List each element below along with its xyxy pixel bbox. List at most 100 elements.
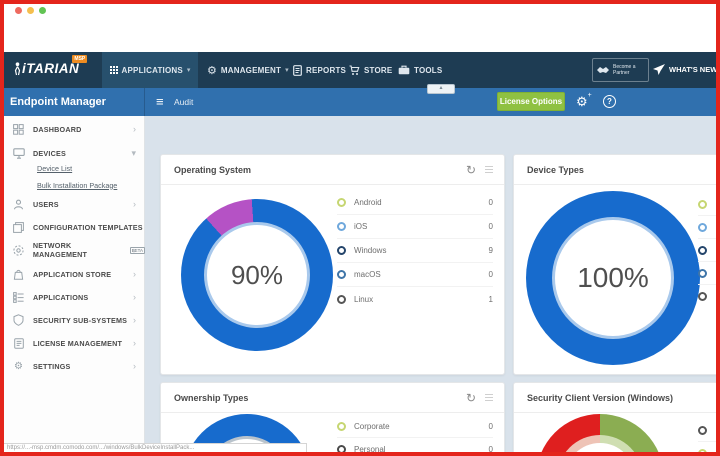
itarian-logo[interactable]: iTARIAN MSP (13, 55, 88, 76)
ownership-legend: Corporate 0 Personal 0 (337, 415, 493, 456)
android-marker-icon (337, 198, 346, 207)
app-store-icon (12, 269, 25, 280)
briefcase-icon (398, 65, 410, 75)
operating-system-donut-chart[interactable]: 90% (181, 199, 333, 351)
sidebar-link-device-list[interactable]: Device List (37, 163, 73, 173)
chevron-right-icon: › (133, 361, 136, 371)
license-icon (12, 337, 25, 349)
refresh-icon[interactable]: ↻ (465, 391, 476, 405)
donut-center-label: 90% (230, 259, 284, 290)
legend-item[interactable] (698, 285, 720, 308)
legend-item[interactable] (698, 239, 720, 262)
nav-reports[interactable]: REPORTS (287, 52, 352, 88)
sidebar-item-application-store[interactable]: APPLICATION STORE › (0, 266, 145, 282)
chevron-right-icon: › (133, 292, 136, 302)
legend-item-personal[interactable]: Personal 0 (337, 438, 493, 456)
chevron-right-icon: › (133, 124, 136, 134)
logo-person-icon (14, 61, 21, 75)
network-icon (12, 244, 25, 256)
card-device-types: Device Types ↻ 100% (513, 154, 720, 375)
legend-marker-icon (698, 268, 707, 278)
card-title: Ownership Types (174, 393, 249, 403)
chevron-down-icon: ▾ (285, 67, 289, 74)
license-options-button[interactable]: License Options (497, 92, 565, 111)
chevron-right-icon: › (133, 315, 136, 325)
sidebar-item-license-management[interactable]: LICENSE MANAGEMENT › (0, 335, 145, 351)
page-header: Endpoint Manager ≡ Audit ▴ License Optio… (0, 84, 720, 116)
legend-item-linux[interactable]: Linux 1 (337, 287, 493, 311)
macos-marker-icon (337, 270, 346, 279)
legend-marker-icon (698, 199, 707, 209)
legend-item[interactable] (698, 262, 720, 285)
sidebar-link-bulk-installation-package[interactable]: Bulk Installation Package (37, 180, 118, 190)
legend-item[interactable] (698, 419, 720, 442)
close-window-button[interactable] (15, 7, 22, 14)
refresh-icon[interactable]: ↻ (465, 163, 476, 177)
legend-item[interactable] (698, 216, 720, 239)
sidebar-item-users[interactable]: USERS › (0, 196, 145, 212)
legend-item-windows[interactable]: Windows 9 (337, 239, 493, 263)
drag-handle-icon[interactable] (485, 166, 493, 175)
device-types-donut-chart[interactable]: 100% (526, 191, 700, 365)
sidebar-item-security-sub-systems[interactable]: SECURITY SUB-SYSTEMS › (0, 312, 145, 328)
collapse-panel-tab[interactable]: ▴ (427, 84, 455, 94)
legend-item[interactable] (698, 193, 720, 216)
sidebar-item-devices[interactable]: DEVICES ▾ (0, 145, 145, 161)
become-a-partner-button[interactable]: Become a Partner (592, 58, 649, 82)
sidebar-toggle-icon[interactable]: ≡ (156, 94, 164, 109)
chevron-right-icon: › (133, 199, 136, 209)
windows-marker-icon (337, 246, 346, 255)
drag-handle-icon[interactable] (485, 394, 493, 403)
chevron-down-icon: ▾ (131, 147, 136, 158)
logo-text: iTARIAN (22, 61, 80, 76)
legend-marker-icon (698, 222, 707, 232)
sidebar-item-network-management[interactable]: NETWORK MANAGEMENT BETA › (0, 241, 145, 259)
grid-icon (109, 66, 118, 74)
applications-icon (12, 291, 25, 303)
sidebar-item-dashboard[interactable]: DASHBOARD › (0, 121, 145, 137)
sidebar-item-applications[interactable]: APPLICATIONS › (0, 289, 145, 305)
nav-tools[interactable]: TOOLS (392, 52, 448, 88)
window-controls (15, 7, 46, 14)
gear-plus-icon[interactable]: ⚙ + (576, 92, 592, 109)
partner-label-line1: Become a (613, 64, 636, 70)
report-icon (293, 64, 302, 76)
legend-marker-icon (698, 425, 707, 435)
help-icon[interactable]: ? (603, 95, 616, 108)
gear-icon: ⚙ (207, 64, 217, 77)
card-security-client-version: Security Client Version (Windows) ↻ (513, 382, 720, 456)
legend-item-macos[interactable]: macOS 0 (337, 263, 493, 287)
legend-marker-icon (698, 292, 707, 301)
legend-item-android[interactable]: Android 0 (337, 191, 493, 215)
legend-item[interactable] (698, 442, 720, 456)
nav-applications[interactable]: APPLICATIONS ▾ (102, 52, 198, 88)
security-client-legend (698, 419, 720, 456)
legend-item-ios[interactable]: iOS 0 (337, 215, 493, 239)
partner-label-line2: Partner (613, 70, 630, 76)
linux-marker-icon (337, 294, 346, 304)
chevron-right-icon: › (133, 222, 136, 232)
sidebar-item-configuration-templates[interactable]: CONFIGURATION TEMPLATES › (0, 219, 145, 235)
templates-icon (12, 221, 25, 233)
minimize-window-button[interactable] (27, 7, 34, 14)
paper-plane-icon (653, 64, 665, 75)
beta-badge: BETA (129, 246, 145, 254)
security-client-version-donut-chart[interactable] (536, 414, 664, 456)
chevron-right-icon: › (133, 269, 136, 279)
card-title: Operating System (174, 165, 252, 175)
whats-new-button[interactable]: WHAT'S NEW (653, 64, 717, 75)
zoom-window-button[interactable] (39, 7, 46, 14)
legend-item-corporate[interactable]: Corporate 0 (337, 415, 493, 438)
sidebar-item-settings[interactable]: ⚙ SETTINGS › (0, 358, 145, 374)
handshake-icon (597, 67, 609, 73)
shield-icon (12, 314, 25, 326)
card-title: Device Types (527, 165, 584, 175)
nav-management[interactable]: ⚙ MANAGEMENT ▾ (207, 64, 289, 77)
top-navbar: iTARIAN MSP APPLICATIONS ▾ ⚙ MANAGEMENT … (0, 52, 720, 88)
breadcrumb: Audit (174, 97, 194, 107)
donut-center-label: 100% (577, 262, 649, 293)
nav-store[interactable]: STORE (343, 52, 398, 88)
chevron-right-icon: › (133, 245, 136, 255)
legend-marker-icon (698, 245, 707, 255)
